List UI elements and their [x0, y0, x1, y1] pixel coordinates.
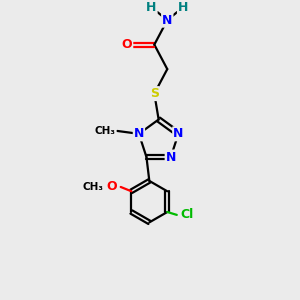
Text: N: N	[166, 151, 176, 164]
Text: CH₃: CH₃	[95, 126, 116, 136]
Text: N: N	[134, 127, 144, 140]
Text: H: H	[178, 1, 188, 14]
Text: S: S	[150, 87, 159, 100]
Text: N: N	[173, 127, 184, 140]
Text: CH₃: CH₃	[82, 182, 103, 192]
Text: Cl: Cl	[180, 208, 194, 221]
Text: O: O	[106, 181, 116, 194]
Text: H: H	[146, 1, 157, 14]
Text: N: N	[162, 14, 172, 27]
Text: O: O	[122, 38, 132, 51]
